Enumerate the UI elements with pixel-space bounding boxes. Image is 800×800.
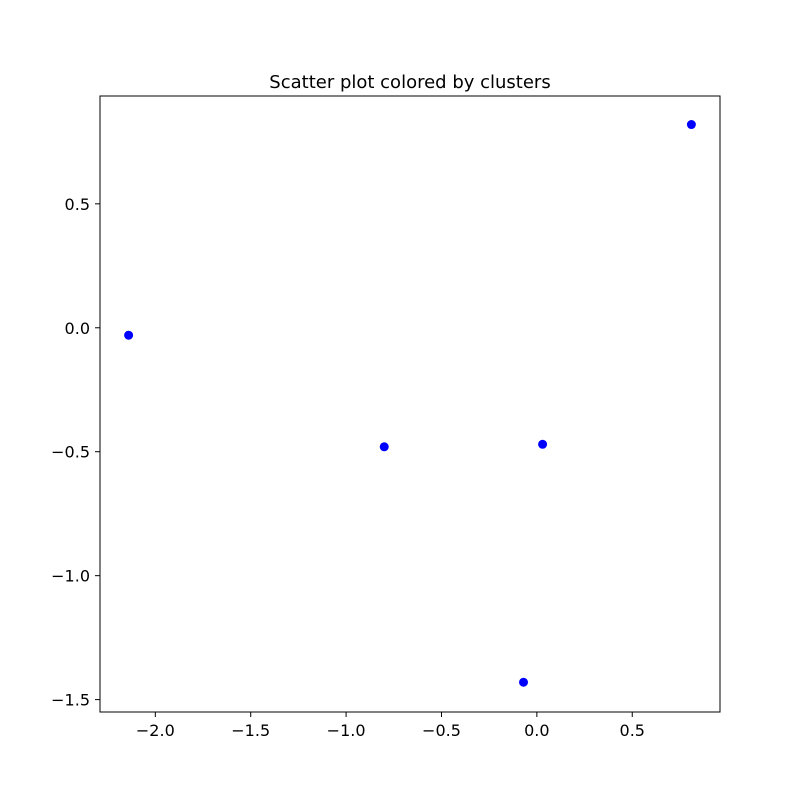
scatter-point — [538, 439, 548, 449]
y-tick-label: −1.5 — [51, 691, 90, 710]
y-tick-label: −0.5 — [51, 443, 90, 462]
plot-area-frame — [99, 95, 721, 713]
x-tick-label: −2.0 — [136, 721, 175, 740]
scatter-point — [379, 442, 389, 452]
y-axis-ticks: 0.5 0.0 −0.5 −1.0 −1.5 — [51, 195, 100, 710]
x-tick-label: −0.5 — [422, 721, 461, 740]
x-tick-label: −1.0 — [327, 721, 366, 740]
scatter-point — [124, 330, 134, 340]
x-tick-label: −1.5 — [231, 721, 270, 740]
y-tick-label: −1.0 — [51, 567, 90, 586]
x-tick-label: 0.0 — [524, 721, 549, 740]
scatter-point — [519, 677, 529, 687]
y-tick-label: 0.5 — [65, 195, 90, 214]
y-tick-label: 0.0 — [65, 319, 90, 338]
chart-title: Scatter plot colored by clusters — [269, 72, 550, 93]
x-axis-ticks: −2.0 −1.5 −1.0 −0.5 0.0 0.5 — [136, 712, 645, 740]
data-points — [124, 120, 696, 687]
scatter-point — [686, 120, 696, 130]
x-tick-label: 0.5 — [620, 721, 645, 740]
